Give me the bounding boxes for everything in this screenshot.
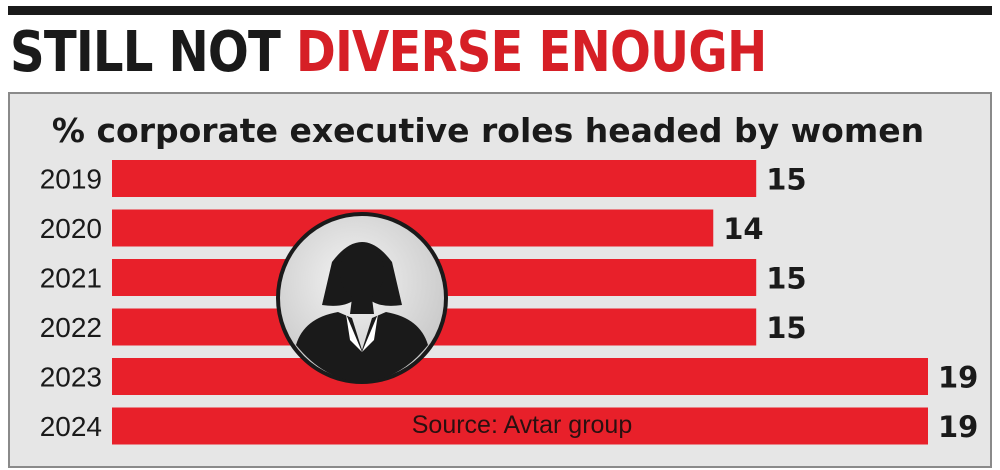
value-label-2024: 19 [938, 410, 978, 444]
top-rule [8, 6, 992, 15]
value-label-2021: 15 [766, 262, 806, 296]
category-label-2021: 2021 [40, 263, 102, 294]
bar-2023 [112, 358, 928, 395]
value-label-2023: 19 [938, 361, 978, 395]
value-label-2019: 15 [766, 163, 806, 197]
value-label-2020: 14 [723, 212, 763, 246]
value-label-2022: 15 [766, 311, 806, 345]
bar-2019 [112, 160, 757, 197]
category-label-2022: 2022 [40, 312, 102, 343]
category-label-2020: 2020 [40, 213, 102, 244]
headline-red: DIVERSE ENOUGH [295, 20, 767, 85]
headline-dark: STILL NOT [10, 20, 281, 85]
category-label-2024: 2024 [40, 411, 102, 442]
woman-avatar-icon [276, 212, 448, 384]
category-label-2023: 2023 [40, 362, 102, 393]
bar-2024 [112, 407, 928, 445]
bars-layer: 2019 15 2020 14 2021 15 2022 15 2023 19 2024 19 [40, 160, 978, 445]
source-note: Source: Avtar group [412, 411, 633, 439]
category-label-2019: 2019 [40, 164, 102, 195]
chart-title: % corporate executive roles headed by wo… [52, 111, 924, 150]
headline: STILL NOT DIVERSE ENOUGH [10, 17, 767, 89]
